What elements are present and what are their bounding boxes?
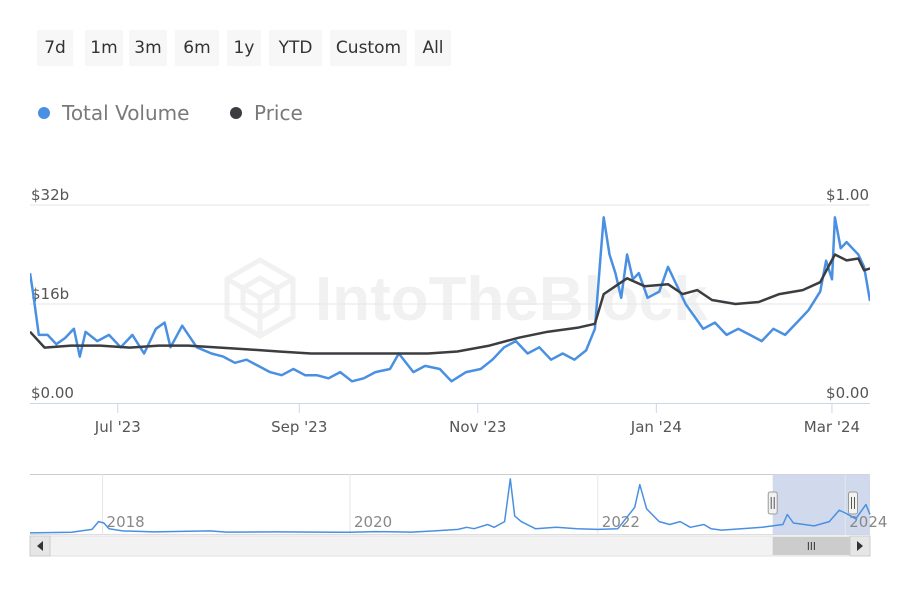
scrollbar-right-arrow-button[interactable]: [849, 535, 871, 557]
range-button-1y[interactable]: 1y: [227, 30, 261, 66]
y-right-tick-label: $0.00: [826, 384, 869, 402]
arrow-left-icon: [37, 541, 43, 551]
legend-label: Total Volume: [62, 101, 190, 125]
y-left-tick-label: $0.00: [31, 384, 74, 402]
legend-marker-icon: [230, 107, 242, 119]
watermark-logo-icon: [224, 257, 296, 339]
x-tick-label: Jan '24: [630, 418, 682, 436]
range-button-7d[interactable]: 7d: [37, 30, 73, 66]
x-tick-label: Mar '24: [804, 418, 860, 436]
legend-label: Price: [254, 101, 303, 125]
scrollbar-left-arrow-button[interactable]: [29, 535, 51, 557]
range-button-1m[interactable]: 1m: [85, 30, 123, 66]
navigator: 2018 2020 2022 2024: [29, 474, 887, 557]
y-left-tick-label: $32b: [31, 186, 69, 204]
navigator-year-label: 2022: [602, 513, 640, 531]
y-left-tick-label: $16b: [31, 285, 69, 303]
navigator-scrollbar[interactable]: [29, 535, 871, 557]
range-button-6m[interactable]: 6m: [175, 30, 219, 66]
scrollbar-thumb[interactable]: [772, 537, 850, 555]
x-tick-label: Jul '23: [94, 418, 141, 436]
axes: $0.00 $16b $32b $0.00 $1.00 Jul '23 Sep '23 Nov…: [30, 186, 870, 436]
scrollbar-track[interactable]: [29, 535, 871, 557]
range-button-custom[interactable]: Custom: [330, 30, 407, 66]
watermark: IntoTheBlock: [224, 257, 708, 339]
y-right-tick-label: $1.00: [826, 186, 869, 204]
navigator-left-handle[interactable]: [767, 491, 778, 515]
series-line-price: [30, 253, 870, 355]
x-tick-label: Sep '23: [271, 418, 327, 436]
navigator-year-label: 2018: [107, 513, 145, 531]
arrow-right-icon: [857, 541, 863, 551]
legend-item-price[interactable]: Price: [230, 98, 303, 128]
series-line-total-volume: [30, 216, 870, 383]
range-button-ytd[interactable]: YTD: [269, 30, 322, 66]
range-button-all[interactable]: All: [415, 30, 451, 66]
legend-item-total-volume[interactable]: Total Volume: [38, 98, 189, 128]
watermark-text: IntoTheBlock: [315, 265, 708, 334]
legend-marker-icon: [38, 107, 50, 119]
series-layer: [30, 216, 870, 383]
navigator-right-handle[interactable]: [848, 491, 858, 515]
x-tick-label: Nov '23: [449, 418, 506, 436]
range-button-3m[interactable]: 3m: [129, 30, 167, 66]
navigator-series-line: [29, 478, 871, 534]
navigator-year-label: 2020: [354, 513, 392, 531]
navigator-year-label: 2024: [849, 513, 887, 531]
